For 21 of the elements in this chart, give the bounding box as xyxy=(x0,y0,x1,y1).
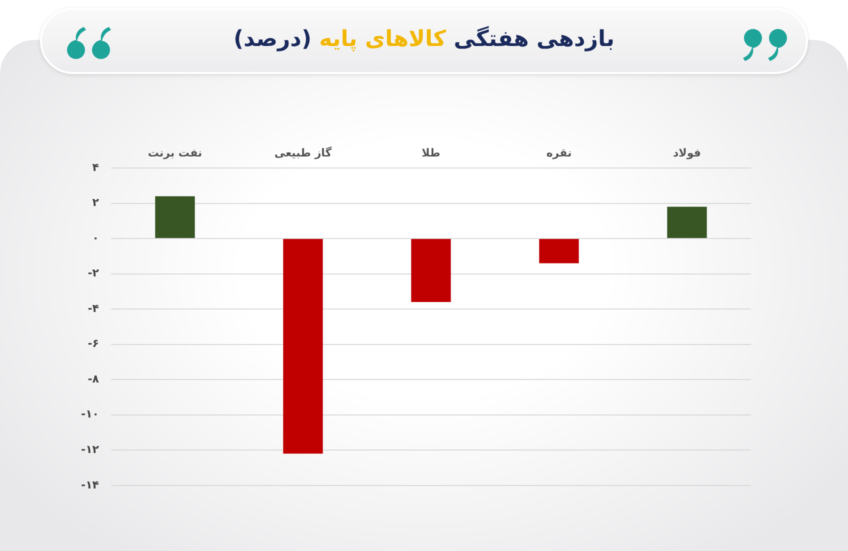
bar xyxy=(539,239,579,264)
y-tick-label: -۱۴ xyxy=(81,478,100,492)
x-tick-label: نفت برنت xyxy=(148,146,202,160)
x-tick-label: نقره xyxy=(546,146,572,160)
y-tick-label: -۲ xyxy=(88,266,100,280)
y-tick-label: ۲ xyxy=(92,196,100,210)
x-tick-label: طلا xyxy=(422,146,440,160)
bar xyxy=(283,239,323,454)
x-tick-label: فولاد xyxy=(673,146,701,160)
y-tick-label: ۰ xyxy=(92,231,99,244)
y-tick-label: -۶ xyxy=(88,337,99,350)
chart-title: بازدهی هفتگی کالاهای پایه (درصد) xyxy=(233,27,615,52)
x-tick-label: گاز طبیعی xyxy=(274,146,332,160)
bar xyxy=(411,239,451,302)
y-tick-label: -۴ xyxy=(88,302,100,315)
y-tick-label: -۱۰ xyxy=(81,408,99,421)
y-tick-label: -۱۲ xyxy=(81,442,100,456)
bar xyxy=(155,196,195,238)
y-tick-label: ۴ xyxy=(92,160,100,174)
y-tick-label: -۸ xyxy=(88,372,100,386)
bar xyxy=(667,206,707,238)
